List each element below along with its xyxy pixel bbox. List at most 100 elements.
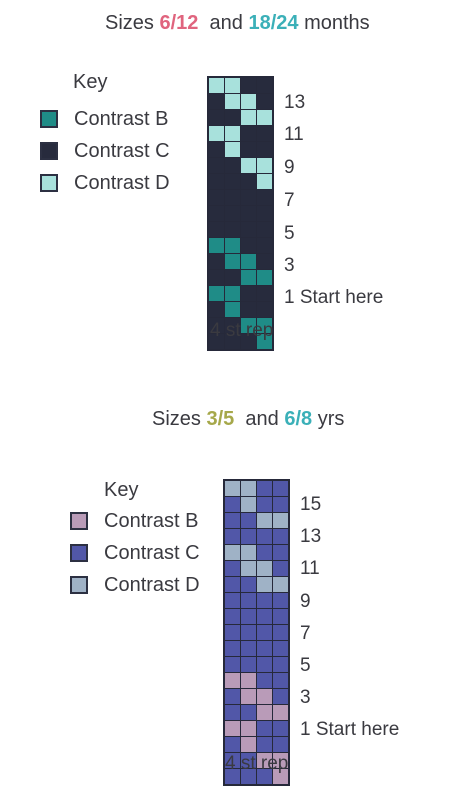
title-prefix: Sizes [105, 12, 160, 34]
chart-cell-contrast-b [225, 673, 240, 688]
chart-cell-contrast-d [225, 545, 240, 560]
row-label-start: 1 Start here [300, 719, 400, 740]
rep-label: 4 st rep [210, 320, 274, 341]
chart-cell-contrast-d [225, 142, 240, 157]
chart-cell-contrast-c [241, 593, 256, 608]
chart-cell-contrast-c [273, 497, 288, 512]
key-heading: Key [73, 71, 108, 93]
chart-cell-contrast-c [257, 238, 272, 253]
chart-cell-contrast-c [241, 641, 256, 656]
chart-cell-contrast-d [257, 158, 272, 173]
row-label: 9 [284, 157, 295, 178]
chart-cell-contrast-c [209, 190, 224, 205]
chart-cell-contrast-c [225, 577, 240, 592]
chart-cell-contrast-d [257, 561, 272, 576]
chart-cell-contrast-c [225, 222, 240, 237]
chart-cell-contrast-c [273, 657, 288, 672]
chart-cell-contrast-c [273, 689, 288, 704]
chart-cell-contrast-b [241, 254, 256, 269]
swatch-contrast-c [70, 544, 88, 562]
size-label-1: 6/12 [159, 12, 199, 34]
title-prefix: Sizes [152, 408, 207, 430]
chart-cell-contrast-c [257, 657, 272, 672]
key-item-contrast-d: Contrast D [70, 569, 200, 601]
chart-cell-contrast-c [225, 561, 240, 576]
key-label: Contrast C [104, 541, 200, 564]
chart-cell-contrast-c [257, 641, 272, 656]
chart2-title: Sizes 3/5 and 6/8 yrs [152, 408, 344, 431]
swatch-contrast-c [40, 142, 58, 160]
chart-cell-contrast-c [257, 497, 272, 512]
chart-cell-contrast-b [257, 318, 272, 333]
chart-cell-contrast-c [257, 302, 272, 317]
chart-cell-contrast-c [273, 529, 288, 544]
chart-cell-contrast-b [225, 254, 240, 269]
chart-cell-contrast-c [241, 190, 256, 205]
chart-cell-contrast-c [209, 110, 224, 125]
chart-cell-contrast-d [241, 545, 256, 560]
chart-cell-contrast-c [257, 222, 272, 237]
chart-cell-contrast-b [257, 689, 272, 704]
chart-cell-contrast-c [241, 222, 256, 237]
chart-cell-contrast-c [257, 721, 272, 736]
chart-cell-contrast-c [225, 513, 240, 528]
swatch-contrast-b [70, 512, 88, 530]
title-suffix: yrs [312, 408, 345, 430]
row-label: 13 [284, 92, 306, 113]
title-joiner: and [245, 408, 285, 430]
chart-cell-contrast-c [257, 625, 272, 640]
chart-cell-contrast-d [209, 126, 224, 141]
chart-cell-contrast-c [209, 94, 224, 109]
chart-cell-contrast-d [257, 174, 272, 189]
chart-cell-contrast-d [241, 158, 256, 173]
key-heading: Key [104, 479, 139, 501]
chart-cell-contrast-c [241, 174, 256, 189]
chart-cell-contrast-d [257, 110, 272, 125]
key-item-contrast-b: Contrast B [40, 103, 170, 135]
chart-cell-contrast-d [241, 561, 256, 576]
chart-cell-contrast-c [241, 238, 256, 253]
swatch-contrast-b [40, 110, 58, 128]
chart-cell-contrast-c [225, 705, 240, 720]
chart-cell-contrast-c [257, 126, 272, 141]
chart-cell-contrast-c [225, 110, 240, 125]
chart-cell-contrast-b [257, 705, 272, 720]
chart-cell-contrast-d [225, 126, 240, 141]
chart-cell-contrast-c [225, 737, 240, 752]
chart-cell-contrast-c [241, 609, 256, 624]
chart-cell-contrast-d [225, 481, 240, 496]
chart-cell-contrast-c [225, 190, 240, 205]
chart-cell-contrast-b [241, 721, 256, 736]
chart-cell-contrast-b [225, 238, 240, 253]
chart-cell-contrast-b [273, 705, 288, 720]
chart-cell-contrast-c [241, 513, 256, 528]
swatch-contrast-d [70, 576, 88, 594]
chart-cell-contrast-c [241, 126, 256, 141]
chart-cell-contrast-c [225, 206, 240, 221]
chart-cell-contrast-b [209, 238, 224, 253]
row-label: 13 [300, 526, 322, 547]
chart-cell-contrast-c [241, 625, 256, 640]
chart-cell-contrast-c [225, 753, 240, 768]
row-label: 5 [284, 223, 295, 244]
key-item-contrast-c: Contrast C [70, 537, 200, 569]
chart-cell-contrast-c [273, 737, 288, 752]
chart-cell-contrast-c [257, 673, 272, 688]
chart-cell-contrast-c [241, 286, 256, 301]
chart-cell-contrast-c [209, 302, 224, 317]
chart-cell-contrast-c [225, 609, 240, 624]
chart-cell-contrast-c [257, 286, 272, 301]
chart-cell-contrast-c [257, 94, 272, 109]
chart-cell-contrast-c [257, 545, 272, 560]
chart-cell-contrast-c [209, 158, 224, 173]
chart-cell-contrast-d [225, 78, 240, 93]
chart-cell-contrast-d [241, 497, 256, 512]
chart-cell-contrast-d [225, 94, 240, 109]
chart-cell-contrast-c [241, 142, 256, 157]
chart-cell-contrast-c [257, 593, 272, 608]
chart-cell-contrast-c [209, 334, 224, 349]
rep-label: 4 st rep [225, 753, 289, 774]
chart-cell-contrast-c [257, 769, 272, 784]
row-label: 7 [300, 623, 311, 644]
key-label: Contrast C [74, 139, 170, 162]
